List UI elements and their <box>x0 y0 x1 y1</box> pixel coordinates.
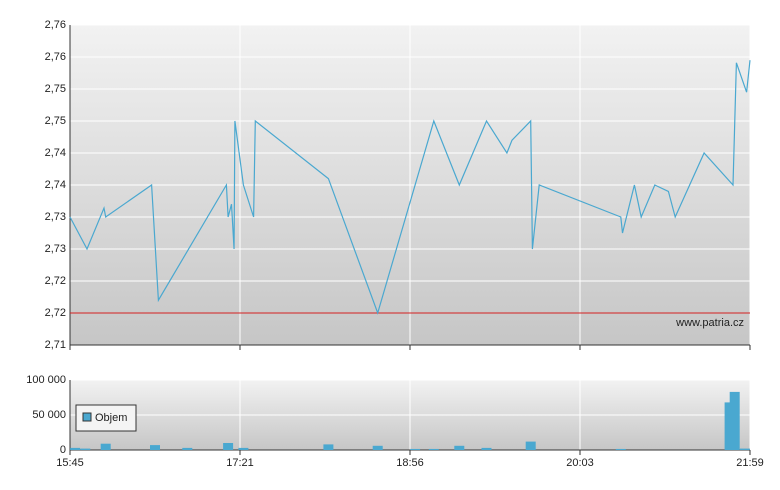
y-tick-label: 2,75 <box>45 83 66 95</box>
volume-bar <box>323 444 334 450</box>
y-tick-label: 2,75 <box>45 115 66 127</box>
y-tick-label: 2,72 <box>45 275 66 287</box>
y-tick-label: 2,76 <box>45 51 66 63</box>
volume-bar <box>454 445 465 450</box>
volume-bar <box>428 448 439 450</box>
volume-bar <box>615 448 626 450</box>
volume-bar <box>525 441 536 450</box>
x-tick-label: 18:56 <box>396 457 424 469</box>
y-tick-label: 2,73 <box>45 243 66 255</box>
y-tick-label: 2,74 <box>45 147 66 159</box>
legend-swatch <box>82 412 92 422</box>
y-tick-label: 0 <box>60 444 66 456</box>
volume-bar <box>372 445 383 450</box>
x-tick-label: 17:21 <box>226 457 254 469</box>
volume-bar <box>481 447 492 450</box>
volume-bar <box>410 448 421 450</box>
volume-bar <box>223 443 234 450</box>
price-line <box>69 60 751 315</box>
volume-bar <box>729 391 740 450</box>
volume-bar <box>724 402 735 450</box>
x-tick-label: 20:03 <box>566 457 594 469</box>
x-tick-label: 21:59 <box>736 457 764 469</box>
volume-bar <box>100 443 111 450</box>
watermark: www.patria.cz <box>675 317 744 329</box>
y-tick-label: 50 000 <box>32 409 66 421</box>
y-tick-label: 2,71 <box>45 339 66 351</box>
y-tick-label: 2,73 <box>45 211 66 223</box>
x-tick-label: 15:45 <box>56 457 84 469</box>
y-tick-label: 2,74 <box>45 179 66 191</box>
volume-bar <box>238 447 249 450</box>
volume-bar <box>739 448 750 450</box>
y-tick-label: 2,72 <box>45 307 66 319</box>
y-tick-label: 2,76 <box>45 19 66 31</box>
volume-bar <box>150 445 160 450</box>
volume-bar <box>70 447 81 450</box>
volume-bar <box>182 447 193 450</box>
legend-label: Objem <box>95 412 127 424</box>
y-tick-label: 100 000 <box>26 374 66 386</box>
volume-bar <box>80 448 91 450</box>
